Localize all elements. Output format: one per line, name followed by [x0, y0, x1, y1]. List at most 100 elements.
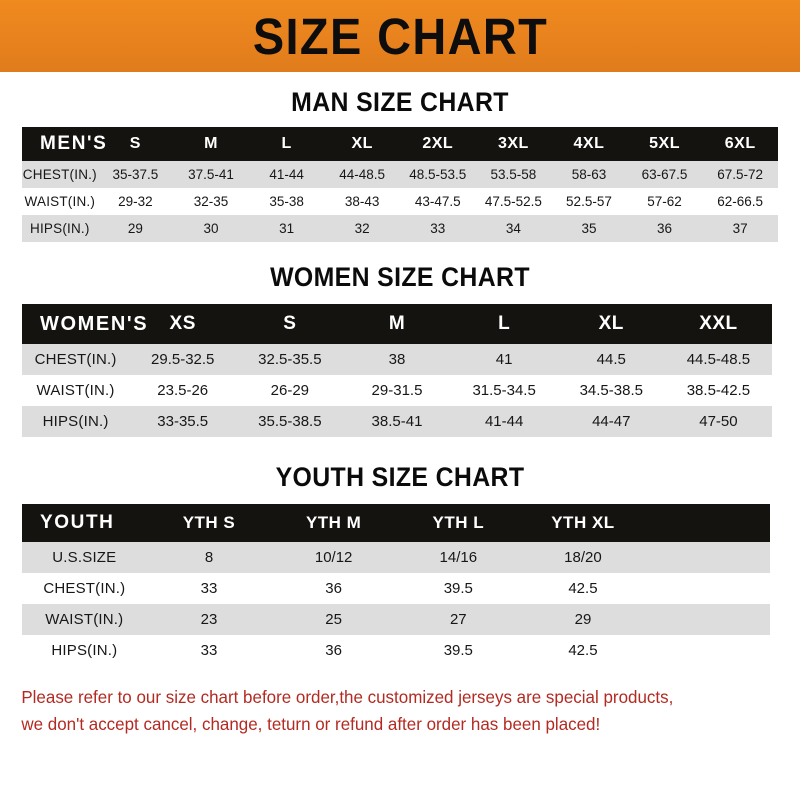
table-row: U.S.SIZE 8 10/12 14/16 18/20: [22, 542, 770, 573]
women-row-label-chest: CHEST(IN.): [34, 351, 117, 368]
table-cell: 32: [354, 221, 370, 236]
table-cell: 36: [325, 580, 342, 597]
table-cell-spacer: [645, 604, 770, 635]
table-cell: 32-35: [193, 194, 229, 209]
table-cell: 35: [581, 221, 597, 236]
table-cell: 44-47: [592, 413, 631, 430]
man-col-2xl: 2XL: [422, 135, 454, 152]
table-cell: 29-32: [118, 194, 153, 209]
man-header-label: MEN'S: [40, 133, 108, 154]
table-cell: 18/20: [564, 549, 602, 566]
table-cell: 33: [430, 221, 446, 236]
size-chart-banner: SIZE CHART: [0, 0, 800, 72]
table-cell: 41-44: [484, 413, 524, 430]
table-cell: 35.5-38.5: [258, 413, 322, 430]
table-row: WAIST(IN.) 29-32 32-35 35-38 38-43 43-47…: [22, 188, 778, 215]
man-col-m: M: [204, 135, 218, 152]
youth-header-row: YOUTH YTH S YTH M YTH L YTH XL: [22, 504, 770, 542]
table-cell: 44.5-48.5: [686, 351, 751, 368]
youth-table-head: YOUTH YTH S YTH M YTH L YTH XL: [22, 504, 770, 542]
table-cell: 14/16: [439, 549, 478, 566]
table-cell: 36: [325, 642, 342, 659]
table-cell: 37: [732, 221, 748, 236]
man-row-label-hips: HIPS(IN.): [30, 221, 90, 236]
table-cell: 32.5-35.5: [258, 351, 322, 368]
table-cell: 26-29: [270, 382, 310, 399]
table-cell: 62-66.5: [717, 194, 764, 209]
women-col-l: L: [498, 313, 511, 334]
table-cell: 44-48.5: [339, 167, 386, 182]
women-row-label-waist: WAIST(IN.): [36, 382, 115, 399]
table-cell: 58-63: [571, 167, 607, 182]
women-col-xs: XS: [169, 313, 196, 334]
women-header-label: WOMEN'S: [40, 312, 149, 335]
man-section-title: MAN SIZE CHART: [291, 87, 509, 117]
man-col-s: S: [129, 135, 141, 152]
youth-col-s: YTH S: [182, 513, 236, 532]
man-row-label-chest: CHEST(IN.): [22, 167, 97, 182]
table-cell: 38.5-41: [371, 413, 423, 430]
man-col-6xl: 6XL: [724, 135, 756, 152]
table-cell: 43-47.5: [414, 194, 461, 209]
youth-col-spacer: [645, 504, 770, 542]
table-row: CHEST(IN.) 35-37.5 37.5-41 41-44 44-48.5…: [22, 161, 778, 188]
table-cell: 34.5-38.5: [579, 382, 643, 399]
youth-row-label-hips: HIPS(IN.): [51, 642, 118, 659]
man-col-l: L: [281, 135, 292, 152]
table-cell-spacer: [645, 573, 770, 604]
table-cell: 39.5: [443, 580, 473, 597]
table-cell: 30: [203, 221, 219, 236]
table-row: CHEST(IN.) 33 36 39.5 42.5: [22, 573, 770, 604]
man-col-xl: XL: [351, 135, 373, 152]
table-row: WAIST(IN.) 23.5-26 26-29 29-31.5 31.5-34…: [22, 375, 772, 406]
table-row: HIPS(IN.) 33 36 39.5 42.5: [22, 635, 770, 666]
order-policy-note-line2: we don't accept cancel, change, teturn o…: [21, 714, 601, 735]
table-cell: 33: [200, 580, 218, 597]
table-cell-spacer: [645, 635, 770, 666]
page-title: SIZE CHART: [252, 7, 548, 65]
youth-row-label-chest: CHEST(IN.): [43, 580, 126, 597]
table-cell: 33: [200, 642, 218, 659]
youth-header-label: YOUTH: [40, 512, 115, 533]
table-cell: 42.5: [568, 642, 598, 659]
women-row-label-hips: HIPS(IN.): [42, 413, 109, 430]
table-cell: 35-38: [269, 194, 304, 209]
man-header-row: MEN'S S M L XL 2XL 3XL 4XL 5XL 6XL: [22, 127, 778, 161]
youth-size-table: YOUTH YTH S YTH M YTH L YTH XL U.S.SIZE …: [22, 504, 770, 666]
table-cell: 34: [505, 221, 521, 236]
man-col-4xl: 4XL: [573, 135, 605, 152]
women-col-s: S: [283, 313, 297, 334]
order-policy-note: Please refer to our size chart before or…: [0, 684, 776, 738]
table-cell: 44.5: [596, 351, 626, 368]
man-table-body: CHEST(IN.) 35-37.5 37.5-41 41-44 44-48.5…: [22, 161, 778, 242]
man-size-table: MEN'S S M L XL 2XL 3XL 4XL 5XL 6XL CHEST…: [22, 127, 778, 242]
youth-section-title: YOUTH SIZE CHART: [275, 462, 525, 492]
women-table-head: WOMEN'S XS S M L XL XXL: [22, 304, 772, 344]
table-cell: 38.5-42.5: [686, 382, 751, 399]
table-cell: 47.5-52.5: [484, 194, 542, 209]
table-cell: 53.5-58: [490, 167, 537, 182]
table-cell: 29.5-32.5: [151, 351, 215, 368]
table-row: WAIST(IN.) 23 25 27 29: [22, 604, 770, 635]
women-col-xl: XL: [598, 313, 624, 334]
table-cell-spacer: [645, 542, 770, 573]
table-cell: 25: [325, 611, 342, 628]
youth-row-label-ussize: U.S.SIZE: [52, 549, 117, 566]
women-size-table: WOMEN'S XS S M L XL XXL CHEST(IN.) 29.5-…: [22, 304, 772, 437]
table-cell: 38-43: [344, 194, 380, 209]
table-cell: 31.5-34.5: [472, 382, 536, 399]
table-cell: 23.5-26: [157, 382, 209, 399]
table-cell: 31: [279, 221, 295, 236]
women-header-row: WOMEN'S XS S M L XL XXL: [22, 304, 772, 344]
table-cell: 10/12: [314, 549, 353, 566]
youth-col-l: YTH L: [432, 513, 485, 532]
women-table-body: CHEST(IN.) 29.5-32.5 32.5-35.5 38 41 44.…: [22, 344, 772, 437]
table-cell: 41: [495, 351, 513, 368]
youth-row-label-waist: WAIST(IN.): [45, 611, 124, 628]
man-col-3xl: 3XL: [497, 135, 529, 152]
women-section-title: WOMEN SIZE CHART: [270, 262, 530, 292]
table-cell: 39.5: [443, 642, 473, 659]
table-cell: 38: [388, 351, 406, 368]
table-cell: 48.5-53.5: [409, 167, 467, 182]
table-cell: 41-44: [269, 167, 304, 182]
